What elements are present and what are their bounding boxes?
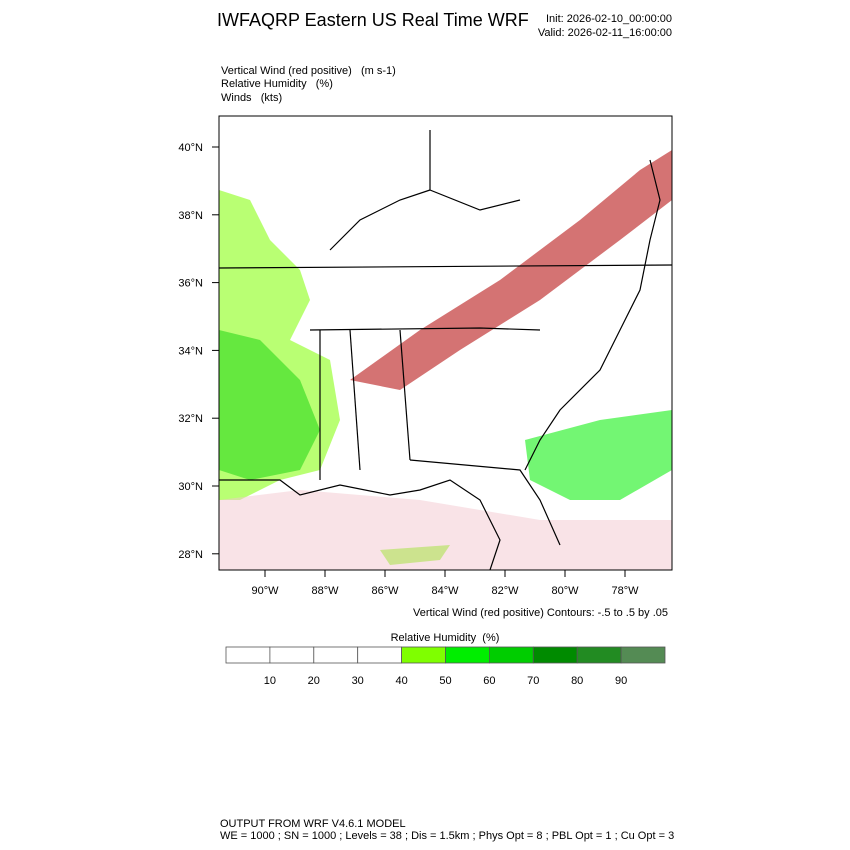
colorbar-box: [357, 646, 403, 664]
valid-time: Valid: 2026-02-11_16:00:00: [538, 27, 672, 39]
lon-label: 78°W: [611, 585, 639, 597]
title: IWFAQRP Eastern US Real Time WRF: [217, 10, 529, 30]
colorbar-box: [269, 646, 315, 664]
lon-label: 90°W: [251, 585, 279, 597]
footer-line: OUTPUT FROM WRF V4.6.1 MODEL: [220, 818, 406, 830]
field-label: Vertical Wind (red positive) (m s-1): [221, 65, 396, 77]
lat-label: 34°N: [178, 345, 203, 357]
colorbar-box: [313, 646, 359, 664]
field-label: Winds (kts): [221, 92, 282, 104]
colorbar-box: [576, 646, 622, 664]
lon-label: 82°W: [491, 585, 519, 597]
lat-label: 30°N: [178, 481, 203, 493]
lon-label: 84°W: [431, 585, 459, 597]
field-label: Relative Humidity (%): [221, 78, 333, 90]
map: [218, 115, 673, 571]
lat-label: 32°N: [178, 413, 203, 425]
lon-label: 80°W: [551, 585, 579, 597]
colorbar-label: 50: [439, 675, 451, 687]
init-time: Init: 2026-02-10_00:00:00: [546, 13, 672, 25]
colorbar-label: 10: [264, 675, 276, 687]
colorbar-label: 60: [483, 675, 495, 687]
colorbar-box: [401, 646, 446, 664]
colorbar-label: 80: [571, 675, 583, 687]
colorbar-box: [532, 646, 578, 664]
lat-label: 40°N: [178, 142, 203, 154]
colorbar-box: [488, 646, 534, 664]
footer-line: WE = 1000 ; SN = 1000 ; Levels = 38 ; Di…: [220, 830, 674, 842]
contour-note: Vertical Wind (red positive) Contours: -…: [413, 607, 668, 619]
colorbar-box: [620, 646, 666, 664]
colorbar-title: Relative Humidity (%): [391, 632, 500, 644]
lon-label: 86°W: [371, 585, 399, 597]
lat-label: 28°N: [178, 549, 203, 561]
lat-label: 38°N: [178, 210, 203, 222]
lon-label: 88°W: [311, 585, 339, 597]
colorbar-label: 70: [527, 675, 539, 687]
colorbar-label: 30: [352, 675, 364, 687]
colorbar-box: [225, 646, 271, 664]
colorbar: 10 20 30 40 50 60 70 80 90: [225, 646, 666, 687]
lat-label: 36°N: [178, 278, 203, 290]
colorbar-label: 20: [308, 675, 320, 687]
colorbar-label: 40: [395, 675, 407, 687]
colorbar-box: [445, 646, 490, 664]
colorbar-label: 90: [615, 675, 627, 687]
